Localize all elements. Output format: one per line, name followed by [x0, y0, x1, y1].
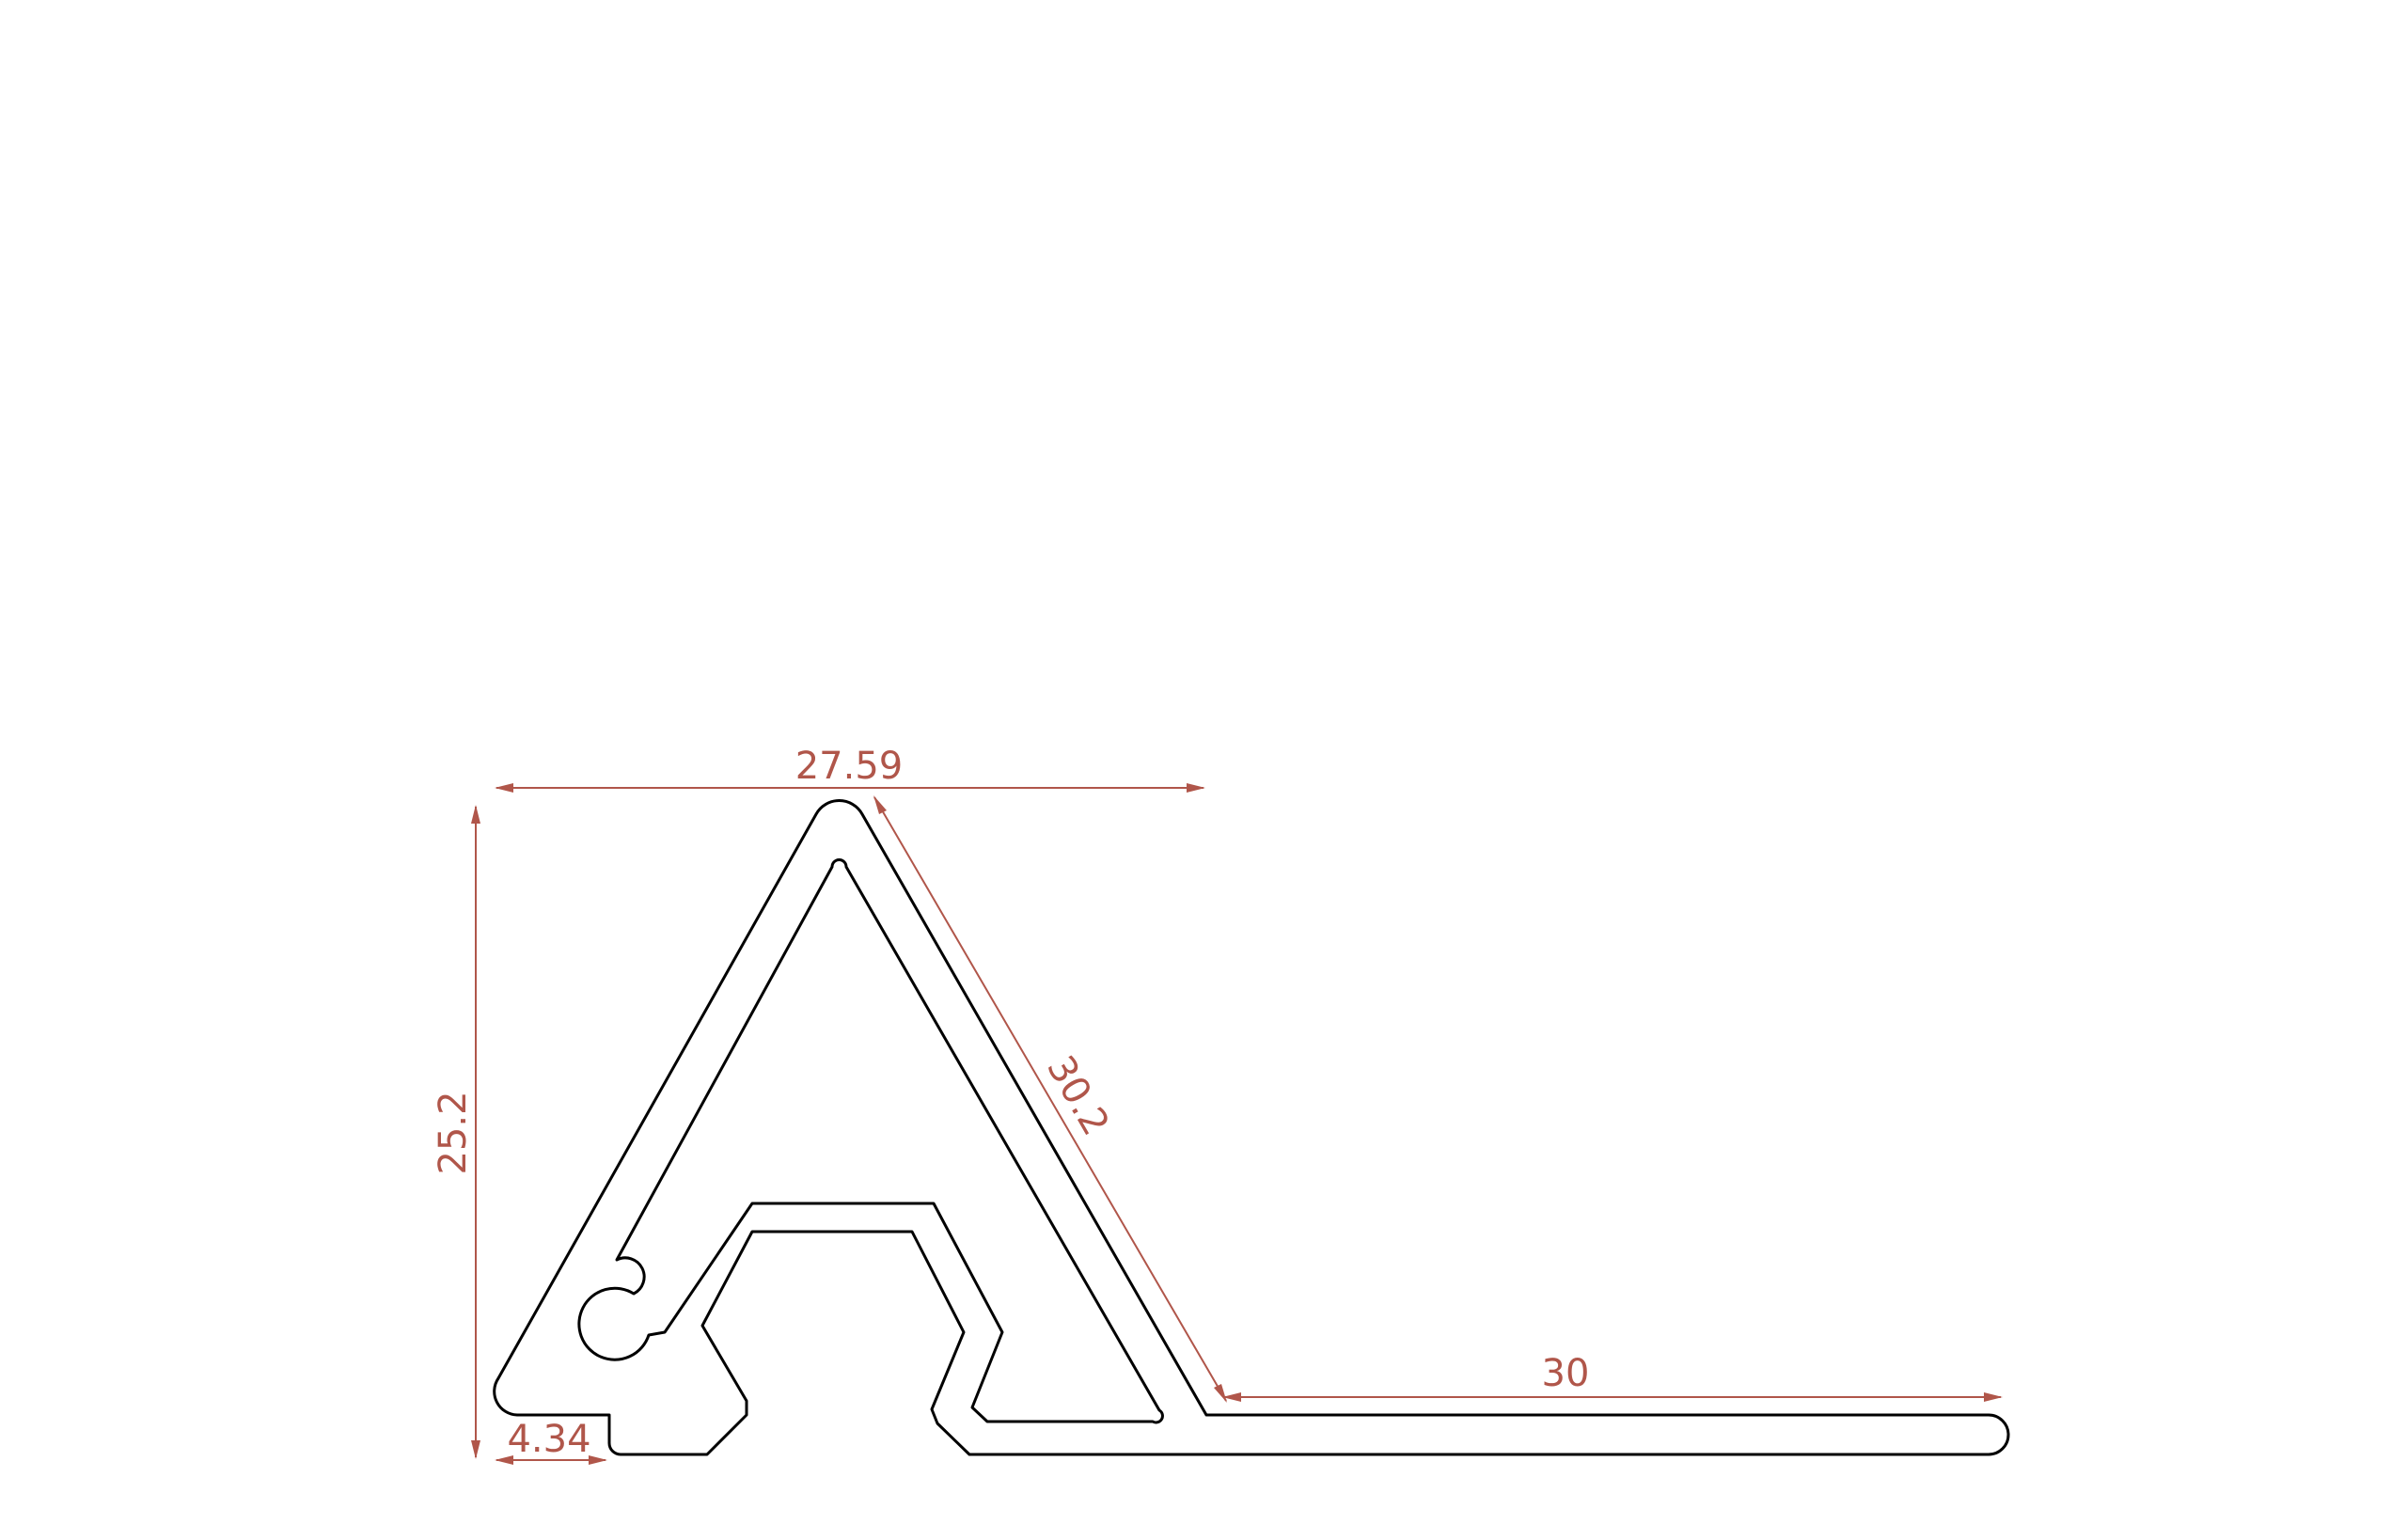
dimension-label-top-width: 27.59 [795, 745, 904, 788]
dimension-foot-width: 4.34 [495, 1418, 607, 1465]
dimension-label-height: 25.2 [432, 1091, 475, 1174]
profile-outer-contour [493, 799, 2010, 1456]
profile-inner-contour [577, 858, 1164, 1424]
dimension-slope-length: 30.2 [873, 795, 1227, 1403]
dimension-top-width: 27.59 [495, 745, 1205, 793]
dimension-label-foot-width: 4.34 [507, 1418, 590, 1461]
dimension-label-flange-length: 30 [1542, 1352, 1590, 1395]
dimension-flange-length: 30 [1222, 1352, 2003, 1402]
dimension-label-slope-length: 30.2 [1038, 1048, 1117, 1142]
dimension-height: 25.2 [432, 805, 480, 1459]
